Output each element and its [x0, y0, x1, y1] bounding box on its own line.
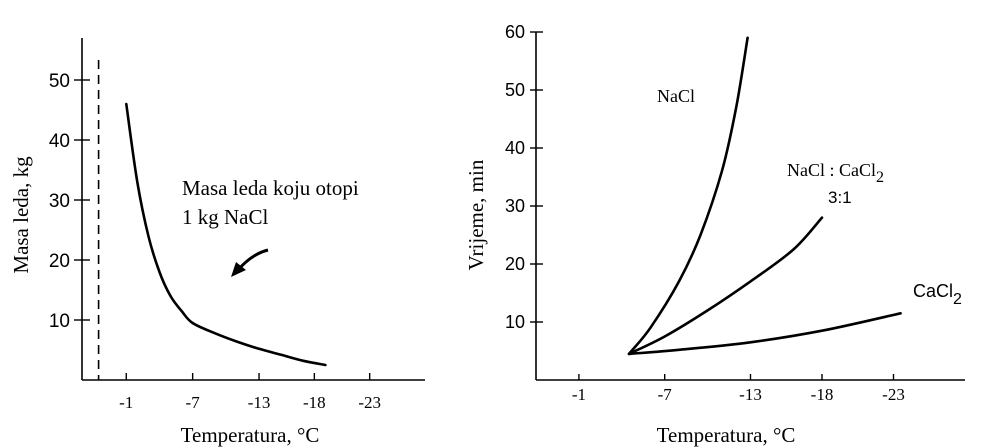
- series-line-mix: [627, 216, 824, 356]
- left-x-tick-label: -18: [303, 393, 326, 412]
- left-x-tick-label: -1: [119, 393, 133, 412]
- right-y-tick-label: 60: [505, 22, 525, 42]
- left-x-tick-label: -7: [186, 393, 201, 412]
- right-x-tick-label: -7: [658, 385, 673, 404]
- left-x-axis-label: Temperatura, °C: [181, 423, 320, 447]
- right-x-tick-label: -23: [882, 385, 905, 404]
- chart-left: 10 20 30 40 50 -1 -7 -13 -18 -23 Masa leda koju …: [9, 38, 425, 447]
- left-series-line: [125, 102, 327, 367]
- right-y-tick-label: 50: [505, 80, 525, 100]
- series-line-nacl: [627, 36, 749, 356]
- series-label-cacl2: CaCl2: [913, 281, 962, 308]
- right-y-tick-label: 10: [505, 312, 525, 332]
- right-x-tick-label: -1: [572, 385, 586, 404]
- right-x-tick-label: -18: [811, 385, 834, 404]
- left-y-tick-label: 40: [49, 131, 70, 152]
- right-y-tick-label: 20: [505, 254, 525, 274]
- right-x-axis-label: Temperatura, °C: [657, 423, 796, 447]
- left-x-tick-label: -23: [358, 393, 381, 412]
- left-y-tick-label: 10: [49, 311, 70, 332]
- chart-right: 10 20 30 40 50 60 -1 -7 -13 -18 -23 NaCl NaCl : C…: [464, 22, 965, 447]
- right-y-axis-label: Vrijeme, min: [464, 159, 488, 270]
- left-x-tick-label: -13: [248, 393, 271, 412]
- left-y-tick-label: 30: [49, 191, 70, 212]
- right-y-tick-label: 40: [505, 138, 525, 158]
- series-label-mix-ratio: 3:1: [828, 188, 852, 207]
- right-y-tick-label: 30: [505, 196, 525, 216]
- left-y-axis-label: Masa leda, kg: [9, 156, 33, 274]
- left-annotation-line-2: 1 kg NaCl: [182, 205, 268, 229]
- left-y-tick-label: 20: [49, 251, 70, 272]
- left-annotation-line-1: Masa leda koju otopi: [182, 176, 359, 200]
- left-y-tick-label: 50: [49, 71, 70, 92]
- series-line-cacl2: [627, 312, 902, 356]
- annotation-arrow-icon: [231, 248, 269, 277]
- series-label-nacl: NaCl: [657, 86, 695, 106]
- right-x-tick-label: -13: [739, 385, 762, 404]
- series-label-mix: NaCl : CaCl2: [787, 160, 884, 186]
